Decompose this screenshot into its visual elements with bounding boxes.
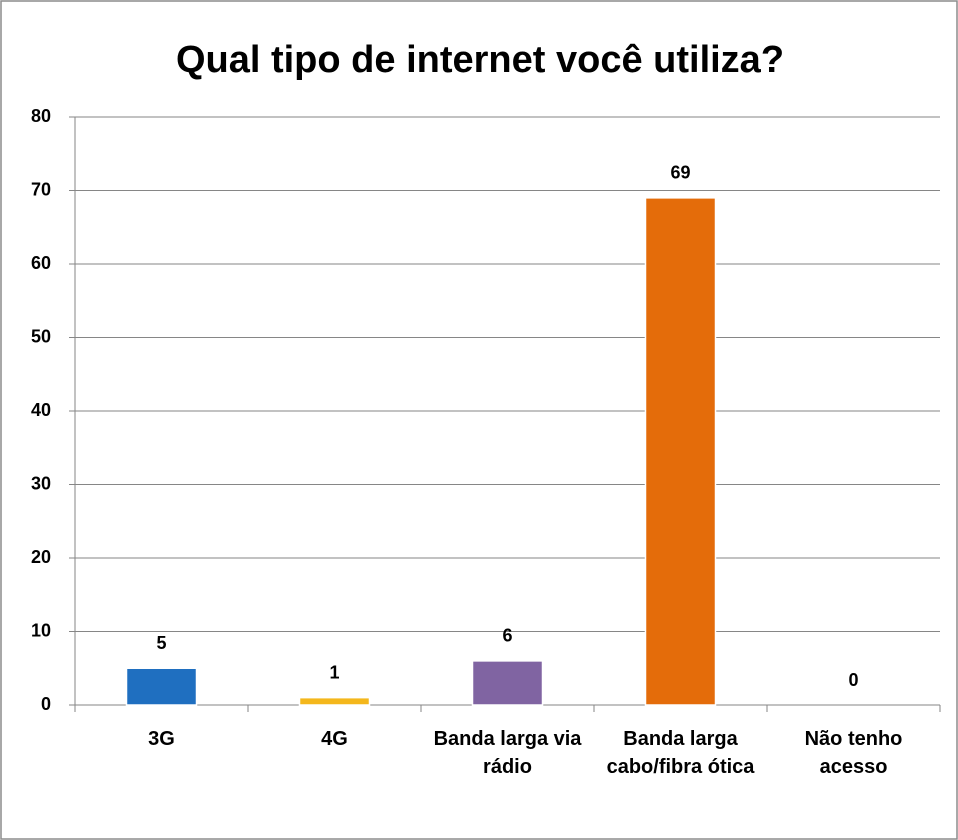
value-label: 1	[329, 662, 339, 682]
value-label: 5	[156, 633, 166, 653]
x-tick-label: Banda larga via rádio	[433, 728, 582, 778]
y-tick-label: 60	[31, 253, 51, 273]
y-tick-label: 50	[31, 326, 51, 346]
bar	[125, 667, 198, 706]
y-tick-label: 20	[31, 547, 51, 567]
bar	[471, 660, 544, 706]
x-tick-label: 4G	[321, 728, 348, 750]
y-tick-label: 80	[31, 106, 51, 126]
value-label: 6	[502, 626, 512, 646]
x-tick-label: 3G	[148, 728, 175, 750]
bar	[298, 696, 371, 706]
y-tick-label: 30	[31, 473, 51, 493]
value-label: 69	[670, 163, 690, 183]
y-tick-label: 40	[31, 400, 51, 420]
bar	[644, 197, 717, 706]
value-label: 0	[848, 670, 858, 690]
y-tick-label: 70	[31, 179, 51, 199]
x-tick-label: Não tenho acesso	[804, 728, 903, 778]
chart-title: Qual tipo de internet você utiliza?	[176, 39, 784, 81]
x-tick-label: Banda larga cabo/fibra ótica	[606, 728, 755, 778]
y-tick-label: 10	[31, 620, 51, 640]
y-tick-label: 0	[41, 694, 51, 714]
